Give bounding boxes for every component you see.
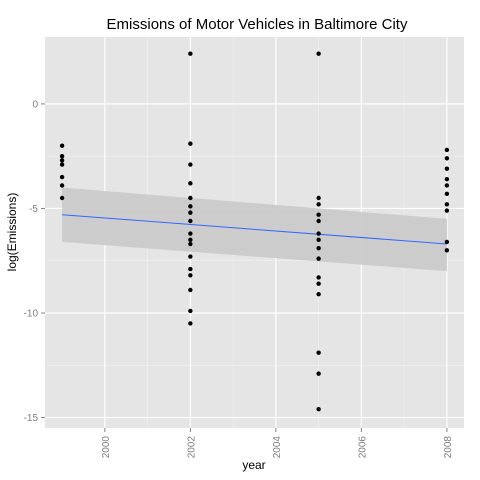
data-point <box>316 246 320 250</box>
data-point <box>188 238 192 242</box>
y-tick-label: -15 <box>24 413 39 424</box>
data-point <box>316 371 320 375</box>
x-tick-label: 2000 <box>101 436 112 459</box>
data-point <box>188 309 192 313</box>
data-point <box>316 231 320 235</box>
data-point <box>188 52 192 56</box>
x-axis: 2000 2002 2004 2006 2008 <box>101 428 454 458</box>
data-point <box>316 256 320 260</box>
data-point <box>188 141 192 145</box>
y-tick-label: 0 <box>32 99 38 110</box>
y-tick-label: -5 <box>29 204 38 215</box>
data-point <box>445 202 449 206</box>
data-point <box>188 210 192 214</box>
data-point <box>60 158 64 162</box>
data-point <box>316 238 320 242</box>
data-point <box>188 321 192 325</box>
data-point <box>60 175 64 179</box>
data-point <box>316 351 320 355</box>
data-point <box>188 231 192 235</box>
x-tick-label: 2002 <box>186 436 197 459</box>
data-point <box>445 148 449 152</box>
data-point <box>188 181 192 185</box>
data-point <box>445 192 449 196</box>
data-point <box>316 407 320 411</box>
y-axis-title: log(Emissions) <box>5 193 19 272</box>
data-point <box>188 162 192 166</box>
data-point <box>188 219 192 223</box>
data-point <box>445 240 449 244</box>
x-tick-label: 2006 <box>357 436 368 459</box>
data-point <box>188 196 192 200</box>
data-point <box>188 254 192 258</box>
data-point <box>60 162 64 166</box>
data-point <box>188 288 192 292</box>
data-point <box>60 144 64 148</box>
data-point <box>188 204 192 208</box>
data-point <box>60 196 64 200</box>
data-point <box>445 177 449 181</box>
x-tick-label: 2008 <box>443 436 454 459</box>
data-point <box>316 52 320 56</box>
data-point <box>316 213 320 217</box>
data-point <box>188 267 192 271</box>
data-point <box>316 219 320 223</box>
data-point <box>445 208 449 212</box>
data-point <box>188 242 192 246</box>
data-point <box>316 292 320 296</box>
data-point <box>445 156 449 160</box>
data-point <box>60 183 64 187</box>
data-point <box>316 275 320 279</box>
y-axis: 0 -5 -10 -15 <box>24 99 45 424</box>
y-tick-label: -10 <box>24 309 39 320</box>
data-point <box>316 202 320 206</box>
x-tick-label: 2004 <box>272 436 283 459</box>
chart-title: Emissions of Motor Vehicles in Baltimore… <box>107 16 408 33</box>
x-axis-title: year <box>242 458 265 472</box>
data-point <box>316 196 320 200</box>
data-point <box>60 154 64 158</box>
data-point <box>316 282 320 286</box>
data-point <box>445 167 449 171</box>
data-point <box>445 248 449 252</box>
data-point <box>445 183 449 187</box>
data-point <box>188 273 192 277</box>
